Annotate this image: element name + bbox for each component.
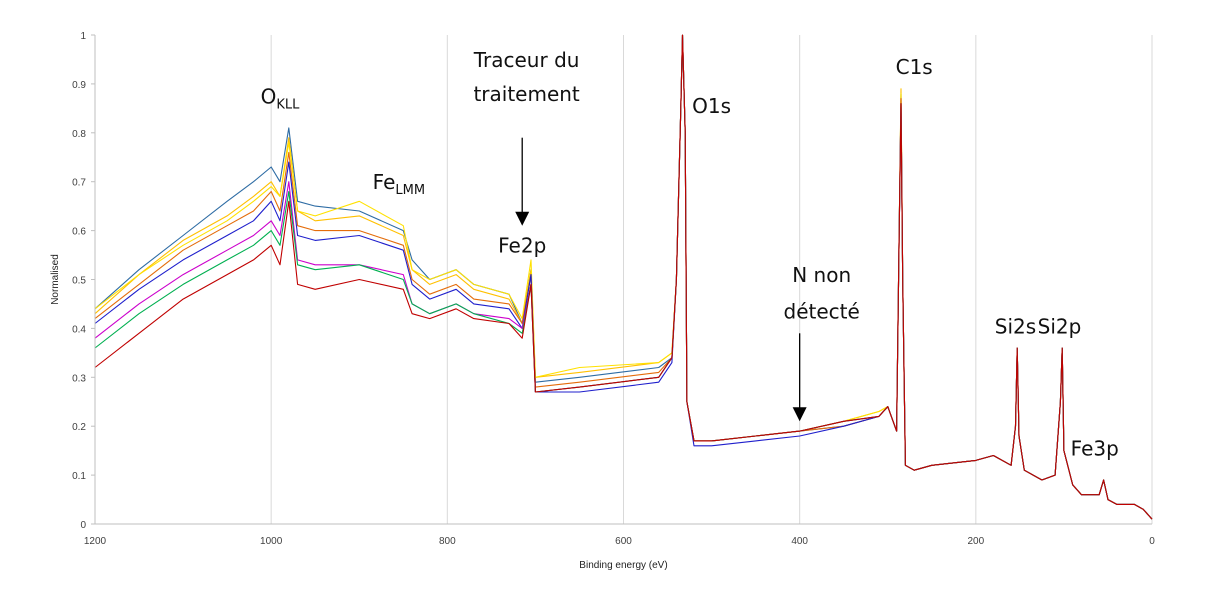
x-tick-label: 400 [791, 536, 808, 547]
annotation-label: O1s [692, 94, 731, 118]
annotation-label: détecté [784, 300, 860, 324]
y-tick-label: 0.7 [72, 178, 86, 189]
annotation-label: Si2p [1038, 314, 1082, 338]
annotation-label: N non [792, 263, 851, 287]
x-tick-label: 200 [967, 536, 984, 547]
series-group [94, 34, 1153, 520]
annotation-main: C1s [896, 55, 933, 79]
arrow-head [792, 407, 807, 422]
gridlines [94, 35, 1153, 524]
y-tick-label: 0.3 [72, 373, 86, 384]
y-tick-label: 0.1 [72, 471, 86, 482]
annotation-label: Traceur du [473, 48, 580, 72]
x-axis-title: Binding energy (eV) [579, 560, 667, 571]
annotation-main: O1s [692, 94, 731, 118]
annotation-subscript: KLL [276, 97, 300, 112]
annotation-label: OKLL [261, 84, 301, 112]
series-line-8 [94, 34, 1153, 520]
x-tick-label: 0 [1149, 536, 1155, 547]
y-tick-label: 1 [80, 31, 86, 42]
y-axis-title: Normalised [50, 254, 61, 305]
x-tick-label: 1200 [84, 536, 107, 547]
arrow-head [515, 211, 530, 226]
y-tick-label: 0.5 [72, 276, 86, 287]
annotation-subscript: LMM [395, 183, 425, 198]
annotation-label: C1s [896, 55, 933, 79]
annotation-label: Fe2p [498, 234, 546, 258]
annotation-main: N non [792, 263, 851, 287]
annotation-main: Fe2p [498, 234, 546, 258]
annotation-main: détecté [784, 300, 860, 324]
y-tick-label: 0 [80, 520, 86, 531]
annotation-label: Si2s [995, 314, 1036, 338]
y-tick-label: 0.9 [72, 80, 86, 91]
annotation-main: O [261, 84, 277, 108]
annotation-label: traitement [473, 82, 579, 106]
y-tick-label: 0.6 [72, 227, 86, 238]
y-tick-label: 0.4 [72, 324, 86, 335]
y-tick-label: 0.8 [72, 129, 86, 140]
annotation-main: Fe3p [1071, 437, 1119, 461]
x-tick-label: 800 [439, 536, 456, 547]
annotation-main: Si2p [1038, 314, 1082, 338]
annotation-label: Fe3p [1071, 437, 1119, 461]
annotations: OKLL FeLMM Traceur du traitement Fe2p O1s C1s N… [261, 48, 1119, 461]
axes: 1200 1000 800 600 400 200 0 0 0.1 0.2 0.3 0.4 0.5 0.6… [72, 31, 1155, 547]
annotation-main: traitement [473, 82, 579, 106]
y-tick-label: 0.2 [72, 422, 86, 433]
x-tick-label: 600 [615, 536, 632, 547]
annotation-main: Si2s [995, 314, 1036, 338]
annotation-main: Fe [373, 170, 396, 194]
annotation-main: Traceur du [473, 48, 580, 72]
annotation-label: FeLMM [373, 170, 425, 198]
x-tick-label: 1000 [260, 536, 283, 547]
